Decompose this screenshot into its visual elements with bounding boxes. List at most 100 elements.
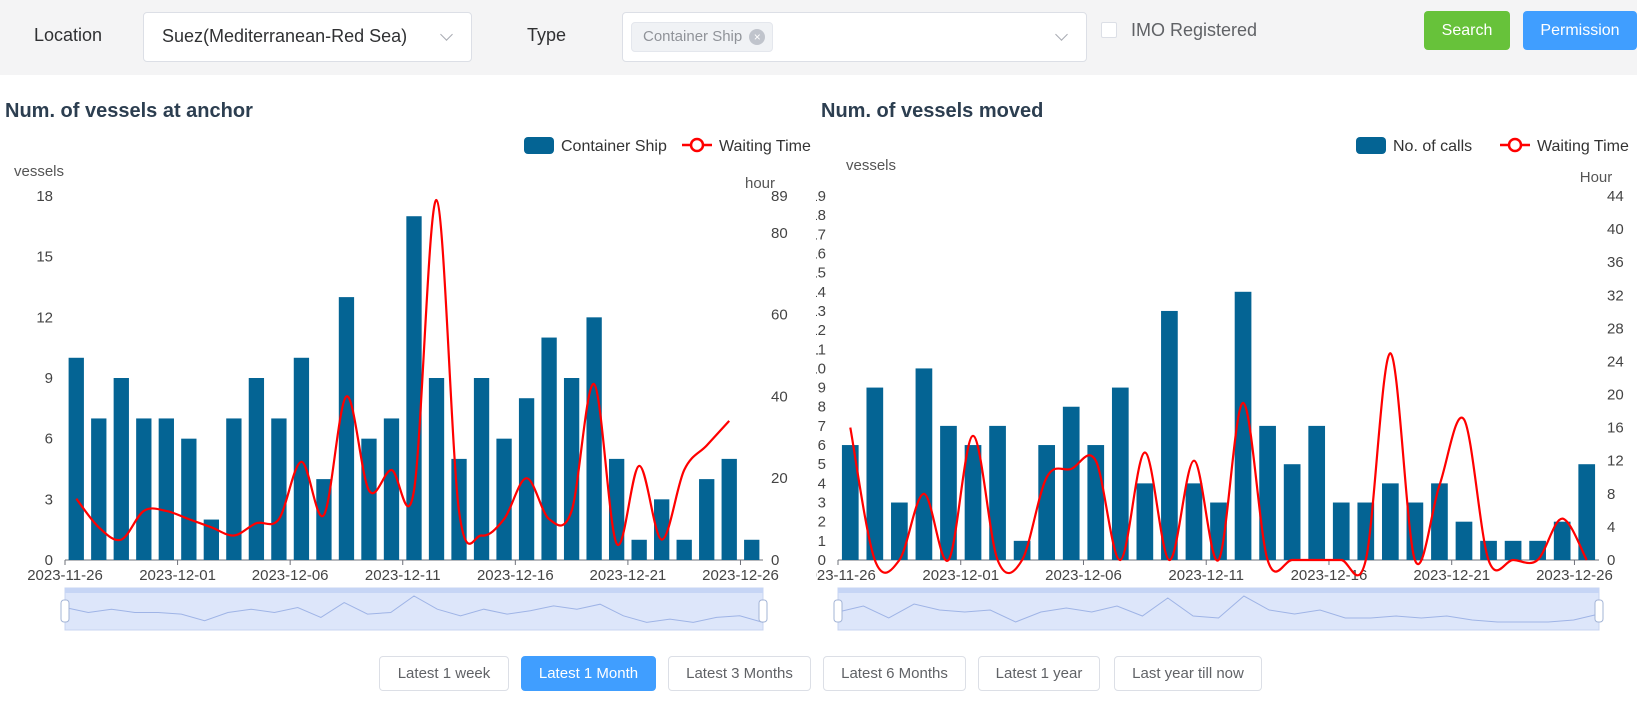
y-left-tick-label: 12 bbox=[816, 322, 826, 339]
x-tick-label: 2023-12-06 bbox=[252, 567, 329, 584]
y-left-tick-label: 18 bbox=[36, 188, 53, 205]
search-button[interactable]: Search bbox=[1424, 11, 1510, 50]
y-left-axis-title: vessels bbox=[846, 157, 896, 174]
y-right-tick-label: 12 bbox=[1607, 453, 1624, 470]
bar bbox=[1062, 406, 1080, 560]
y-left-tick-label: 6 bbox=[45, 431, 53, 448]
bar bbox=[964, 445, 982, 560]
y-right-tick-label: 20 bbox=[771, 470, 788, 487]
zoom-handle-right bbox=[1594, 599, 1604, 623]
range-button-1-week[interactable]: Latest 1 week bbox=[379, 656, 509, 691]
y-left-tick-label: 10 bbox=[816, 360, 826, 377]
range-button-1-month[interactable]: Latest 1 Month bbox=[521, 656, 656, 691]
type-label: Type bbox=[527, 25, 567, 45]
x-tick-label: 2023-12-21 bbox=[590, 567, 667, 584]
bar bbox=[989, 425, 1006, 560]
y-left-tick-label: 11 bbox=[816, 341, 826, 358]
legend-bar-swatch bbox=[1356, 137, 1386, 154]
legend-line-label: Waiting Time bbox=[1537, 138, 1629, 155]
chevron-down-icon bbox=[440, 28, 453, 41]
bar bbox=[226, 418, 242, 560]
chevron-down-icon bbox=[1055, 28, 1068, 41]
y-left-tick-label: 7 bbox=[818, 418, 826, 435]
x-tick-label: 2023-12-16 bbox=[1291, 567, 1368, 584]
x-tick-label: 2023-12-21 bbox=[1413, 567, 1490, 584]
y-right-tick-label: 40 bbox=[771, 388, 788, 405]
zoom-slider-preview bbox=[64, 595, 764, 623]
y-left-axis-title: vessels bbox=[14, 163, 64, 180]
y-left-tick-label: 4 bbox=[818, 475, 826, 492]
bar bbox=[608, 458, 625, 560]
y-right-axis-title: hour bbox=[745, 175, 775, 192]
bar bbox=[721, 458, 737, 560]
y-right-tick-label: 44 bbox=[1607, 188, 1624, 205]
type-select[interactable]: Container Ship × bbox=[622, 12, 1087, 62]
y-left-tick-label: 16 bbox=[816, 245, 826, 262]
x-tick-label: 2023-11-26 bbox=[816, 567, 876, 584]
bar bbox=[496, 438, 512, 560]
bar bbox=[1553, 521, 1571, 560]
bar bbox=[271, 418, 287, 560]
x-tick-label: 2023-12-26 bbox=[1536, 567, 1613, 584]
bar bbox=[563, 378, 580, 560]
x-tick-label: 2023-12-11 bbox=[365, 567, 441, 584]
y-right-tick-label: 0 bbox=[771, 552, 779, 569]
y-left-tick-label: 6 bbox=[818, 437, 826, 454]
imo-checkbox[interactable] bbox=[1101, 22, 1117, 38]
imo-label: IMO Registered bbox=[1131, 20, 1258, 40]
y-right-tick-label: 40 bbox=[1607, 221, 1624, 238]
type-tag: Container Ship × bbox=[631, 22, 774, 52]
bar bbox=[1431, 483, 1448, 560]
y-left-tick-label: 0 bbox=[45, 552, 53, 569]
y-right-tick-label: 36 bbox=[1607, 254, 1624, 271]
bar bbox=[1504, 540, 1522, 560]
chart-title-moved: Num. of vessels moved bbox=[821, 100, 1044, 122]
waiting-time-line bbox=[75, 198, 731, 546]
permission-button[interactable]: Permission bbox=[1523, 11, 1637, 50]
bar bbox=[1578, 464, 1596, 560]
bar bbox=[586, 317, 602, 560]
bar bbox=[113, 378, 129, 560]
location-label: Location bbox=[34, 25, 103, 45]
bar bbox=[1111, 387, 1129, 560]
bar bbox=[1357, 502, 1375, 560]
type-tag-label: Container Ship bbox=[643, 28, 743, 45]
bar bbox=[915, 368, 933, 560]
bar bbox=[744, 539, 760, 560]
y-left-tick-label: 5 bbox=[818, 456, 826, 473]
bar bbox=[1136, 483, 1154, 560]
bar bbox=[940, 425, 957, 560]
bar bbox=[654, 499, 670, 560]
y-right-tick-label: 8 bbox=[1607, 486, 1615, 503]
y-left-tick-label: 15 bbox=[816, 265, 826, 282]
bar bbox=[293, 357, 310, 560]
range-button-1-year[interactable]: Latest 1 year bbox=[978, 656, 1100, 691]
y-right-tick-label: 0 bbox=[1607, 552, 1615, 569]
bar bbox=[1308, 425, 1326, 560]
bar bbox=[136, 418, 152, 560]
range-button-3-months[interactable]: Latest 3 Months bbox=[668, 656, 811, 691]
range-button-last-year[interactable]: Last year till now bbox=[1114, 656, 1262, 691]
range-button-6-months[interactable]: Latest 6 Months bbox=[823, 656, 966, 691]
x-tick-label: 2023-12-01 bbox=[139, 567, 216, 584]
bar bbox=[1406, 502, 1424, 560]
location-select[interactable]: Suez(Mediterranean-Red Sea) bbox=[143, 12, 472, 62]
bar bbox=[541, 337, 557, 560]
y-left-tick-label: 13 bbox=[816, 303, 826, 320]
x-tick-label: 2023-12-06 bbox=[1045, 567, 1122, 584]
x-tick-label: 2023-12-26 bbox=[702, 567, 779, 584]
y-left-tick-label: 9 bbox=[818, 380, 826, 397]
zoom-slider-preview bbox=[837, 595, 1600, 623]
bar bbox=[866, 387, 884, 560]
bar bbox=[1013, 540, 1031, 560]
bar bbox=[891, 502, 908, 560]
bar bbox=[1185, 483, 1203, 560]
y-left-tick-label: 15 bbox=[36, 249, 53, 266]
anchor-chart: 0 3 6 9 12 15 18 0 20 40 60 80 89 vessels hour 2023-11-… bbox=[14, 137, 811, 631]
bar bbox=[1161, 310, 1178, 560]
legend-bar-label: Container Ship bbox=[561, 138, 667, 155]
close-icon[interactable]: × bbox=[749, 29, 766, 45]
bar bbox=[676, 539, 692, 560]
y-left-tick-label: 17 bbox=[816, 226, 826, 243]
legend-line-marker bbox=[689, 137, 705, 153]
